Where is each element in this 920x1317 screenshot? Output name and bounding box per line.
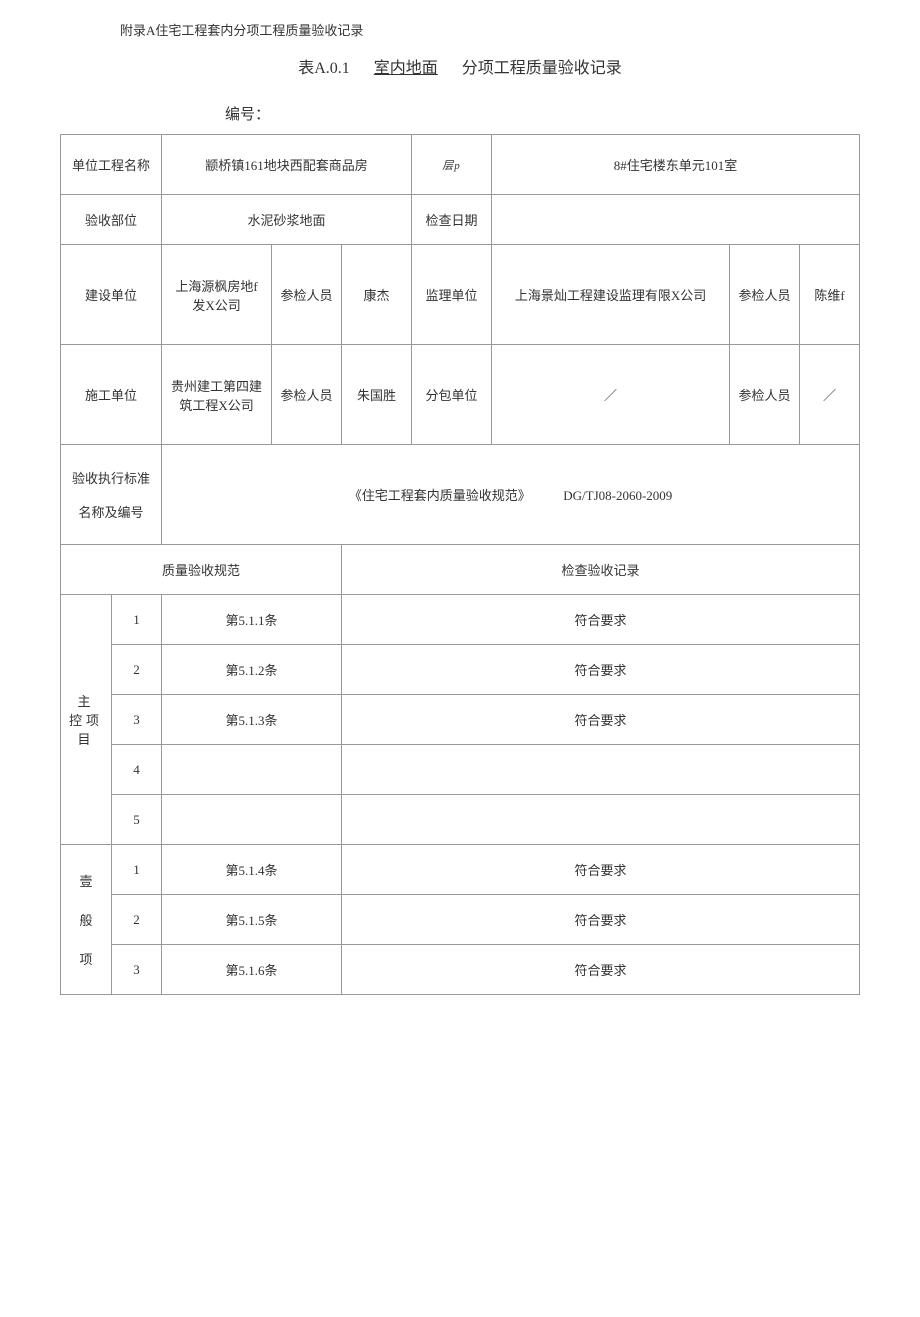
serial-number-row: 编号： xyxy=(225,103,860,124)
gen-item-spec-3: 第5.1.6条 xyxy=(162,945,342,995)
item-no-5: 5 xyxy=(112,795,162,845)
serial-label: 编号： xyxy=(225,107,270,123)
item-spec-4 xyxy=(162,745,342,795)
item-no-1: 1 xyxy=(112,595,162,645)
builder-value: 贵州建工第四建筑工程X公司 xyxy=(162,345,272,445)
annex-header: 附录A住宅工程套内分项工程质量验收记录 xyxy=(120,20,860,39)
general-label-1: 壹 xyxy=(69,871,103,890)
gen-item-result-2: 符合要求 xyxy=(342,895,860,945)
item-result-2: 符合要求 xyxy=(342,645,860,695)
gen-item-spec-2: 第5.1.5条 xyxy=(162,895,342,945)
standard-label-2: 名称及编号 xyxy=(69,502,153,521)
general-label: 壹 般 项 xyxy=(61,845,112,995)
gen-item-no-2: 2 xyxy=(112,895,162,945)
general-label-2: 般 xyxy=(69,910,103,929)
item-result-4 xyxy=(342,745,860,795)
accept-part-value: 水泥砂浆地面 xyxy=(162,195,412,245)
item-result-1: 符合要求 xyxy=(342,595,860,645)
general-label-3: 项 xyxy=(69,949,103,968)
check-date-value xyxy=(492,195,860,245)
item-result-3: 符合要求 xyxy=(342,695,860,745)
document-title: 表A.0.1 室内地面 分项工程质量验收记录 xyxy=(60,54,860,78)
gen-item-no-3: 3 xyxy=(112,945,162,995)
project-name-label: 单位工程名称 xyxy=(61,135,162,195)
builder-label: 施工单位 xyxy=(61,345,162,445)
main-control-label: 主 控项 目 xyxy=(61,595,112,845)
item-spec-5 xyxy=(162,795,342,845)
inspector-label-2: 参检人员 xyxy=(730,245,800,345)
item-spec-1: 第5.1.1条 xyxy=(162,595,342,645)
check-date-label: 检查日期 xyxy=(412,195,492,245)
item-result-5 xyxy=(342,795,860,845)
inspector-label-3: 参检人员 xyxy=(272,345,342,445)
gen-item-result-1: 符合要求 xyxy=(342,845,860,895)
inspector-4: ／ xyxy=(800,345,860,445)
inspection-table: 单位工程名称 颛桥镇161地块西配套商品房 层p 8#住宅楼东单元101室 验收… xyxy=(60,134,860,995)
construction-unit-value: 上海源枫房地f发X公司 xyxy=(162,245,272,345)
subcontractor-label: 分包单位 xyxy=(412,345,492,445)
title-underlined: 室内地面 xyxy=(374,60,438,77)
check-record-label: 检查验收记录 xyxy=(342,545,860,595)
construction-unit-label: 建设单位 xyxy=(61,245,162,345)
standard-label: 验收执行标准 名称及编号 xyxy=(61,445,162,545)
item-spec-2: 第5.1.2条 xyxy=(162,645,342,695)
inspector-label-4: 参检人员 xyxy=(730,345,800,445)
quality-spec-label: 质量验收规范 xyxy=(61,545,342,595)
project-name-value: 颛桥镇161地块西配套商品房 xyxy=(162,135,412,195)
floor-label: 层p xyxy=(412,135,492,195)
inspector-3: 朱国胜 xyxy=(342,345,412,445)
inspector-2: 陈维f xyxy=(800,245,860,345)
supervision-unit-label: 监理单位 xyxy=(412,245,492,345)
gen-item-no-1: 1 xyxy=(112,845,162,895)
standard-label-1: 验收执行标准 xyxy=(69,468,153,487)
table-number: 表A.0.1 xyxy=(298,60,350,77)
accept-part-label: 验收部位 xyxy=(61,195,162,245)
gen-item-result-3: 符合要求 xyxy=(342,945,860,995)
inspector-1: 康杰 xyxy=(342,245,412,345)
inspector-label-1: 参检人员 xyxy=(272,245,342,345)
room-value: 8#住宅楼东单元101室 xyxy=(492,135,860,195)
supervision-unit-value: 上海景灿工程建设监理有限X公司 xyxy=(492,245,730,345)
item-spec-3: 第5.1.3条 xyxy=(162,695,342,745)
item-no-2: 2 xyxy=(112,645,162,695)
standard-value: 《住宅工程套内质量验收规范》 DG/TJ08-2060-2009 xyxy=(162,445,860,545)
title-suffix: 分项工程质量验收记录 xyxy=(462,60,622,77)
subcontractor-value: ／ xyxy=(492,345,730,445)
item-no-4: 4 xyxy=(112,745,162,795)
gen-item-spec-1: 第5.1.4条 xyxy=(162,845,342,895)
